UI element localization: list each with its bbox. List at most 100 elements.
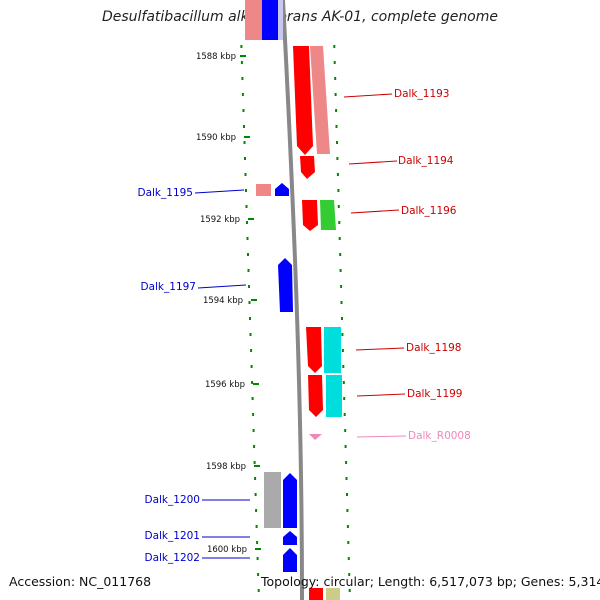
gene-feature-dalk-1199[interactable] xyxy=(308,375,323,417)
gene-shadow xyxy=(278,0,283,40)
track-dot xyxy=(252,429,255,432)
track-dot xyxy=(246,237,249,240)
scale-label: 1598 kbp xyxy=(206,462,246,472)
scale-label: 1592 kbp xyxy=(200,215,240,225)
scale-tick xyxy=(253,383,259,385)
track-dot xyxy=(341,317,343,320)
gene-label-dalk-1195[interactable]: Dalk_1195 xyxy=(138,187,194,199)
track-dot xyxy=(346,525,349,528)
gene-feature-dalk-1196[interactable] xyxy=(302,200,318,231)
track-dot xyxy=(335,109,338,112)
gene-feature-dalk-1201[interactable] xyxy=(283,531,297,545)
track-dot xyxy=(251,381,254,384)
track-dot xyxy=(341,333,344,336)
gene-labels: Dalk_1193 Dalk_1194 Dalk_1195 Dalk_1196 … xyxy=(138,88,471,564)
track-dot xyxy=(346,509,349,512)
gene-label-dalk-1194[interactable]: Dalk_1194 xyxy=(398,155,454,167)
track-dot xyxy=(253,461,256,464)
track-dot xyxy=(244,157,246,160)
track-dot xyxy=(251,397,254,400)
leader-lines xyxy=(194,93,407,559)
track-dot xyxy=(253,445,256,448)
track-dot xyxy=(333,45,336,48)
genome-title: Desulfatibacillum alkenivorans AK-01, co… xyxy=(101,9,499,25)
gene-label-dalk-1196[interactable]: Dalk_1196 xyxy=(401,205,457,217)
track-dot xyxy=(343,413,346,416)
track-dot xyxy=(248,301,251,304)
scale-label: 1594 kbp xyxy=(203,296,243,306)
track-dot xyxy=(254,477,257,480)
track-dot xyxy=(341,349,344,352)
track-dot xyxy=(344,429,347,432)
gene-feature-dalk-1193[interactable] xyxy=(293,46,313,155)
gene-shadow xyxy=(264,472,281,528)
track-dot xyxy=(344,445,347,448)
gene-label-dalk-1201[interactable]: Dalk_1201 xyxy=(145,530,201,542)
gene-feature-dalk-1197[interactable] xyxy=(278,258,293,312)
gene-label-dalk-1199[interactable]: Dalk_1199 xyxy=(407,388,463,400)
gene-label-dalk-1197[interactable]: Dalk_1197 xyxy=(141,281,197,293)
track-dot xyxy=(348,589,351,592)
gene-label-dalk-1198[interactable]: Dalk_1198 xyxy=(406,342,462,354)
gene-feature[interactable] xyxy=(245,0,262,40)
track-dot xyxy=(247,269,250,272)
track-dot xyxy=(255,525,258,528)
track-dot xyxy=(336,141,338,144)
track-dot xyxy=(340,285,343,288)
gene-feature-dalk-1195[interactable] xyxy=(275,183,289,196)
track-dot xyxy=(240,61,243,64)
genome-summary-text: Topology: circular; Length: 6,517,073 bp… xyxy=(261,574,600,589)
gene-feature-dalk-1198[interactable] xyxy=(306,327,322,373)
track-dot xyxy=(242,109,245,112)
track-dot xyxy=(338,237,341,240)
track-dot xyxy=(347,541,350,544)
track-dot xyxy=(241,77,244,80)
scale-label: 1600 kbp xyxy=(207,545,247,555)
gene-shadow xyxy=(256,184,271,196)
gene-features xyxy=(245,0,342,600)
track-dot xyxy=(333,61,336,64)
scale-tick xyxy=(254,465,260,467)
track-dot xyxy=(256,541,259,544)
track-dot xyxy=(250,365,253,368)
gene-label-dalk-1193[interactable]: Dalk_1193 xyxy=(394,88,450,100)
scale-tick xyxy=(248,218,254,220)
track-dot xyxy=(243,141,246,144)
track-dot xyxy=(257,589,260,592)
track-dot xyxy=(241,93,244,96)
gene-feature-dalk-1200[interactable] xyxy=(283,473,297,528)
gene-feature-dalk-1202[interactable] xyxy=(283,548,297,572)
track-dot xyxy=(345,461,348,464)
scale-labels: 1588 kbp 1590 kbp 1592 kbp 1594 kbp 1596… xyxy=(196,52,247,555)
gene-feature-dalk-r0008[interactable] xyxy=(309,434,322,440)
accession-text: Accession: NC_011768 xyxy=(9,574,152,589)
track-dot xyxy=(339,253,342,256)
gene-feature-dalk-1194[interactable] xyxy=(300,156,315,179)
track-dot xyxy=(336,173,339,176)
gene-shadow xyxy=(310,46,330,154)
track-dot xyxy=(342,365,345,368)
track-dot xyxy=(250,349,253,352)
scale-label: 1596 kbp xyxy=(205,380,245,390)
gene-shadow xyxy=(324,327,341,373)
genome-axis xyxy=(281,0,304,600)
track-dot xyxy=(243,125,245,128)
track-dot xyxy=(249,333,252,336)
gene-label-dalk-r0008[interactable]: Dalk_R0008 xyxy=(408,430,471,442)
gene-feature[interactable] xyxy=(309,588,323,600)
track-dot xyxy=(347,557,350,560)
gene-label-dalk-1202[interactable]: Dalk_1202 xyxy=(145,552,201,564)
track-dot xyxy=(336,157,339,160)
scale-label: 1590 kbp xyxy=(196,133,236,143)
gene-feature-dalk-1196b[interactable] xyxy=(320,200,336,230)
gene-feature[interactable] xyxy=(262,0,278,40)
track-dot xyxy=(240,45,243,48)
gene-label-dalk-1200[interactable]: Dalk_1200 xyxy=(145,494,201,506)
scale-tick xyxy=(244,136,250,138)
track-dot xyxy=(246,221,248,224)
scale-tick xyxy=(240,55,246,57)
track-dot xyxy=(335,125,338,128)
track-dot xyxy=(337,189,340,192)
track-dot xyxy=(337,205,340,208)
track-dot xyxy=(338,221,341,224)
